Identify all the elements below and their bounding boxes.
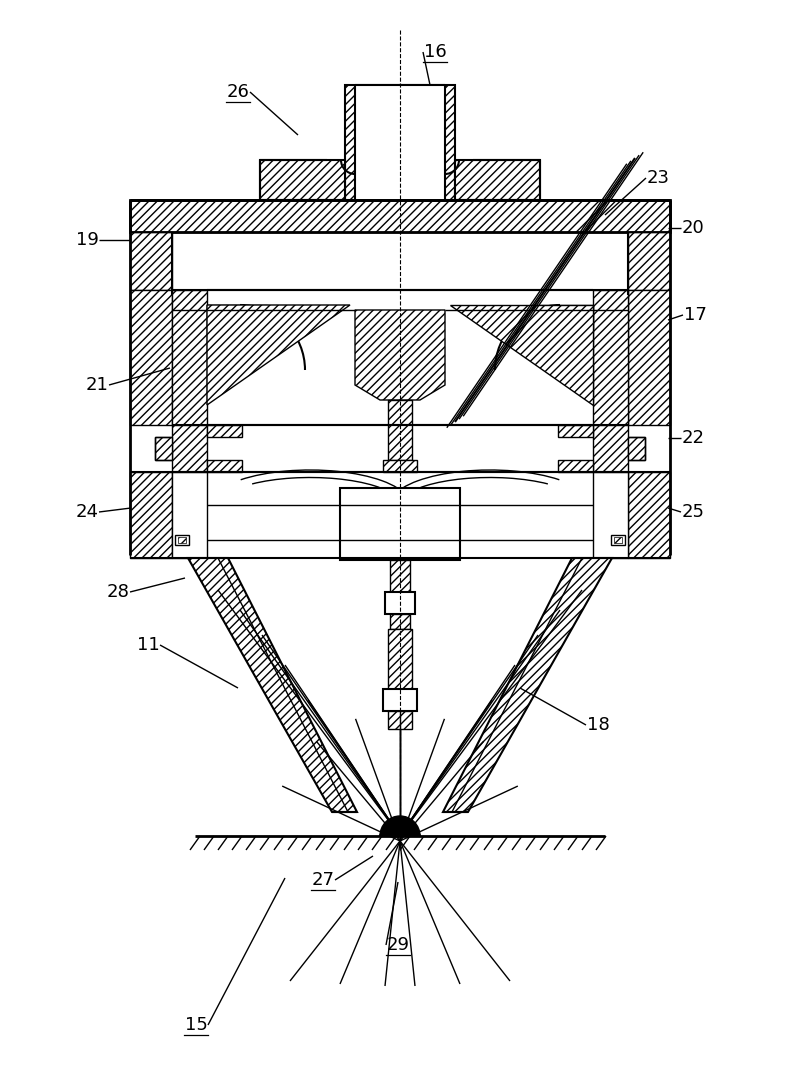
Bar [130, 472, 172, 558]
Bar [130, 290, 172, 425]
Text: 26: 26 [226, 83, 250, 101]
Bar [355, 85, 445, 200]
Bar [628, 290, 670, 425]
Text: 27: 27 [311, 871, 334, 889]
Polygon shape [443, 558, 612, 812]
Bar [345, 85, 400, 200]
Bar [558, 425, 593, 437]
Text: 25: 25 [682, 503, 705, 521]
Bar [172, 472, 207, 558]
Text: 16: 16 [424, 43, 446, 61]
Bar [614, 536, 622, 543]
Bar [130, 200, 670, 232]
Bar [340, 488, 460, 560]
Bar [130, 232, 172, 290]
Text: 18: 18 [586, 716, 610, 734]
Text: 11: 11 [137, 636, 159, 654]
Text: 17: 17 [683, 306, 706, 324]
Bar [628, 472, 670, 558]
Polygon shape [455, 160, 540, 200]
Bar [593, 472, 628, 558]
Text: 19: 19 [75, 231, 98, 249]
Text: 28: 28 [106, 583, 130, 601]
Polygon shape [260, 160, 345, 200]
Bar [155, 437, 172, 460]
Polygon shape [207, 305, 350, 405]
Bar [388, 711, 412, 729]
Text: 15: 15 [185, 1016, 207, 1034]
Bar [558, 460, 593, 472]
Bar [628, 232, 670, 290]
Bar [178, 536, 186, 543]
Text: 21: 21 [86, 376, 109, 394]
Polygon shape [450, 305, 593, 405]
Bar [593, 425, 628, 472]
Polygon shape [188, 558, 357, 812]
Text: 23: 23 [646, 169, 670, 187]
Wedge shape [380, 816, 420, 836]
Text: 22: 22 [682, 429, 705, 447]
Bar [533, 305, 593, 330]
Bar [207, 305, 267, 330]
Text: 20: 20 [682, 219, 704, 237]
Bar [593, 290, 628, 425]
Bar [400, 85, 455, 200]
Bar [175, 535, 189, 545]
Bar [611, 535, 625, 545]
Bar [385, 592, 415, 614]
Text: 29: 29 [386, 936, 410, 954]
Bar [390, 560, 410, 592]
Bar [383, 460, 417, 472]
Bar [628, 437, 645, 460]
Bar [172, 425, 207, 472]
Text: 24: 24 [75, 503, 98, 521]
Bar [172, 290, 207, 425]
Bar [388, 629, 412, 689]
Bar [207, 460, 242, 472]
Polygon shape [355, 310, 445, 400]
Bar [390, 614, 410, 629]
Bar [383, 689, 417, 711]
Bar [388, 400, 412, 460]
Bar [207, 425, 242, 437]
